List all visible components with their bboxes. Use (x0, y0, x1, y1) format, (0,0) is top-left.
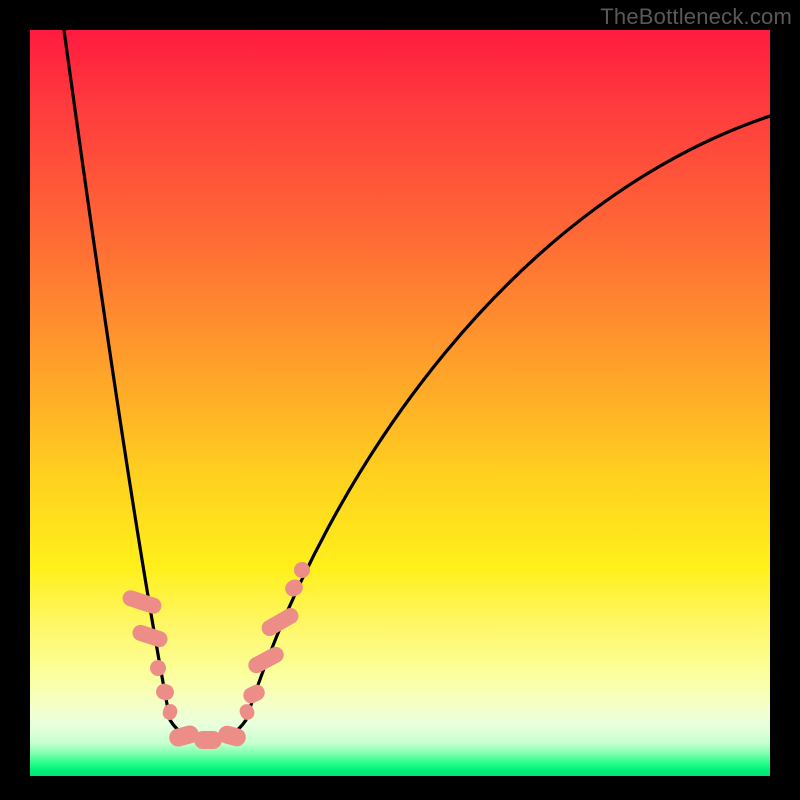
chart-stage: TheBottleneck.com (0, 0, 800, 800)
curve-marker (194, 731, 222, 749)
curve-marker-group (121, 559, 314, 749)
curve-marker (259, 605, 302, 639)
curve-marker (241, 682, 268, 706)
plot-area (30, 30, 770, 776)
curve-marker (161, 702, 179, 722)
v-curve (64, 30, 770, 740)
curve-marker (154, 682, 176, 703)
curve-marker (245, 644, 286, 676)
curve-marker (148, 658, 168, 678)
watermark-text: TheBottleneck.com (600, 4, 792, 30)
curve-layer (30, 30, 770, 776)
curve-marker (216, 724, 248, 749)
curve-marker (121, 588, 164, 616)
curve-marker (130, 623, 169, 649)
curve-marker (237, 702, 256, 722)
